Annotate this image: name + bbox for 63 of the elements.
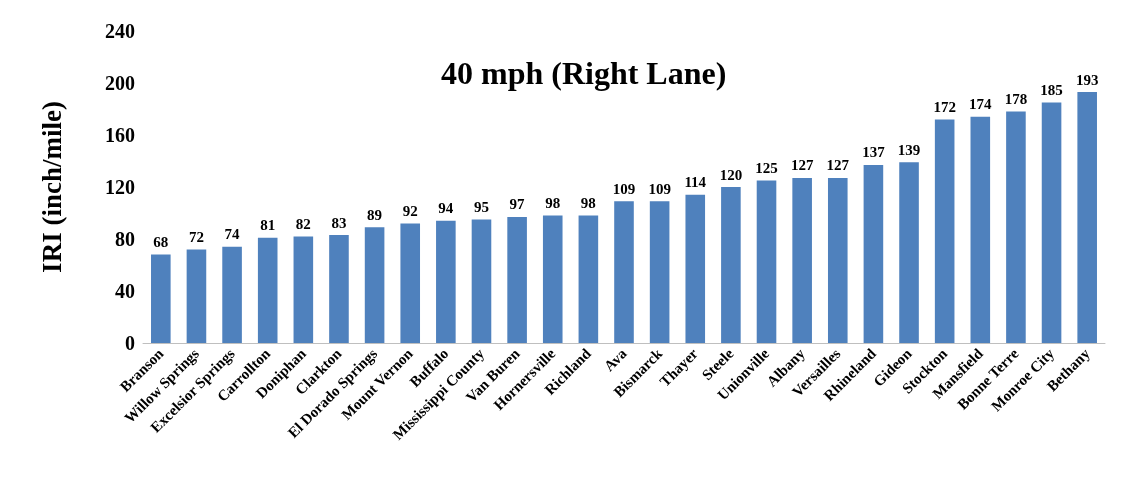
data-label: 139 — [897, 141, 921, 158]
bar — [222, 246, 242, 343]
bar — [542, 215, 563, 343]
bar — [436, 220, 456, 343]
y-tick-label: 120 — [105, 176, 135, 198]
bar — [863, 164, 884, 343]
bar — [1006, 111, 1026, 343]
data-label: 127 — [826, 157, 850, 174]
bar — [934, 119, 955, 343]
bar — [400, 223, 421, 343]
data-label: 89 — [367, 206, 383, 223]
y-tick-label: 40 — [115, 280, 135, 302]
bar — [756, 180, 777, 343]
bar — [329, 235, 349, 343]
data-label: 92 — [402, 202, 418, 219]
y-tick-label: 0 — [125, 332, 135, 354]
data-label: 82 — [295, 215, 311, 232]
data-label: 125 — [755, 160, 778, 176]
data-label: 95 — [473, 199, 489, 215]
y-tick-label: 80 — [115, 228, 135, 250]
bar — [257, 237, 278, 343]
bar — [507, 216, 527, 343]
data-label: 120 — [719, 166, 743, 183]
y-tick-label: 240 — [105, 20, 135, 42]
bar — [471, 219, 492, 343]
bar — [685, 194, 706, 343]
bar — [186, 249, 207, 343]
bar — [1077, 92, 1097, 343]
data-label: 174 — [969, 96, 993, 113]
data-label: 94 — [438, 200, 454, 217]
bar — [827, 177, 848, 343]
bar — [970, 116, 991, 343]
data-label: 98 — [580, 195, 596, 212]
bar — [151, 254, 171, 343]
data-label: 109 — [648, 180, 671, 197]
data-label: 172 — [933, 98, 956, 115]
data-label: 74 — [224, 226, 241, 243]
data-label: 68 — [153, 234, 169, 251]
data-label: 98 — [545, 195, 561, 212]
data-label: 83 — [331, 214, 347, 231]
data-label: 97 — [509, 196, 526, 213]
data-label: 193 — [1075, 71, 1099, 88]
bar — [293, 236, 314, 343]
data-label: 72 — [188, 228, 204, 245]
bar — [721, 187, 741, 343]
text: 40 mph (Right Lane) — [441, 55, 727, 91]
y-tick-label: 160 — [105, 124, 135, 146]
bar — [792, 177, 812, 343]
bar — [614, 201, 634, 343]
data-label: 81 — [260, 217, 276, 234]
data-label: 109 — [612, 180, 636, 197]
data-label: 178 — [1004, 91, 1028, 108]
data-label: 137 — [862, 144, 886, 161]
data-label: 114 — [684, 174, 707, 191]
y-tick-label: 200 — [105, 72, 135, 94]
bar — [649, 201, 670, 343]
bar — [1041, 102, 1062, 343]
bar — [364, 227, 385, 343]
y-axis-title: IRI (inch/mile) — [36, 101, 67, 273]
bar — [899, 162, 919, 343]
data-label: 185 — [1040, 82, 1063, 98]
bar — [578, 215, 599, 343]
data-label: 127 — [790, 157, 814, 174]
